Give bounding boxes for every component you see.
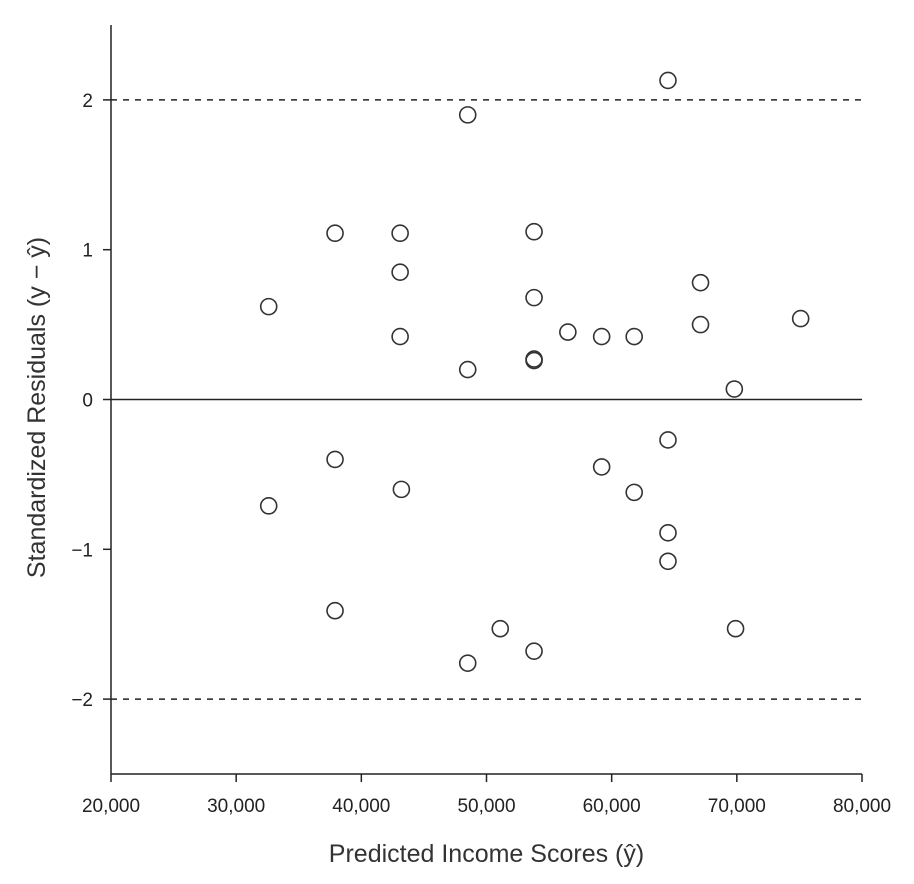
x-tick-label: 70,000 xyxy=(708,796,766,817)
x-tick-label: 20,000 xyxy=(82,796,140,817)
data-point xyxy=(659,552,677,571)
data-point xyxy=(525,350,543,368)
data-point xyxy=(391,263,409,281)
data-point xyxy=(592,458,611,476)
data-point xyxy=(625,327,643,346)
data-point xyxy=(259,497,278,515)
data-point xyxy=(659,431,677,449)
reference-lines xyxy=(111,99,862,700)
data-point xyxy=(259,297,278,316)
data-point xyxy=(725,380,744,398)
x-tick-label: 60,000 xyxy=(583,796,641,817)
data-point xyxy=(326,224,344,243)
data-points xyxy=(259,71,810,672)
x-axis-label: Predicted Income Scores (ŷ) xyxy=(329,840,644,868)
x-axis-ticks: 20,000 30,000 40,000 50,000 60,000 70,000 80,0… xyxy=(82,774,891,817)
data-point xyxy=(559,323,577,341)
data-point xyxy=(391,224,409,243)
y-tick-label: 1 xyxy=(82,241,93,262)
data-point xyxy=(525,351,543,370)
data-point xyxy=(458,360,477,379)
data-point xyxy=(525,642,543,660)
data-point xyxy=(525,288,543,307)
data-point xyxy=(391,327,409,346)
data-point xyxy=(491,619,510,638)
y-axis-ticks: 2 1 0 −1 −2 xyxy=(71,91,111,711)
x-tick-label: 30,000 xyxy=(207,796,265,817)
y-tick-label: 0 xyxy=(82,391,93,412)
data-point xyxy=(659,71,677,90)
x-tick-label: 50,000 xyxy=(457,796,515,817)
x-tick-label: 40,000 xyxy=(332,796,390,817)
y-tick-label: −1 xyxy=(71,540,93,561)
data-point xyxy=(592,327,611,346)
data-point xyxy=(726,619,745,638)
data-point xyxy=(659,524,677,542)
data-point xyxy=(326,601,344,620)
data-point xyxy=(458,106,477,124)
y-axis-label: Standardized Residuals (y − ŷ) xyxy=(23,237,51,578)
y-tick-label: −2 xyxy=(71,690,93,711)
data-point xyxy=(691,273,710,292)
data-point xyxy=(625,483,643,502)
data-point xyxy=(392,480,411,499)
data-point xyxy=(791,309,810,328)
data-point xyxy=(326,450,344,469)
data-point xyxy=(691,315,710,334)
data-point xyxy=(525,222,543,241)
data-point xyxy=(458,654,477,672)
x-tick-label: 80,000 xyxy=(833,796,891,817)
y-tick-label: 2 xyxy=(82,91,93,112)
